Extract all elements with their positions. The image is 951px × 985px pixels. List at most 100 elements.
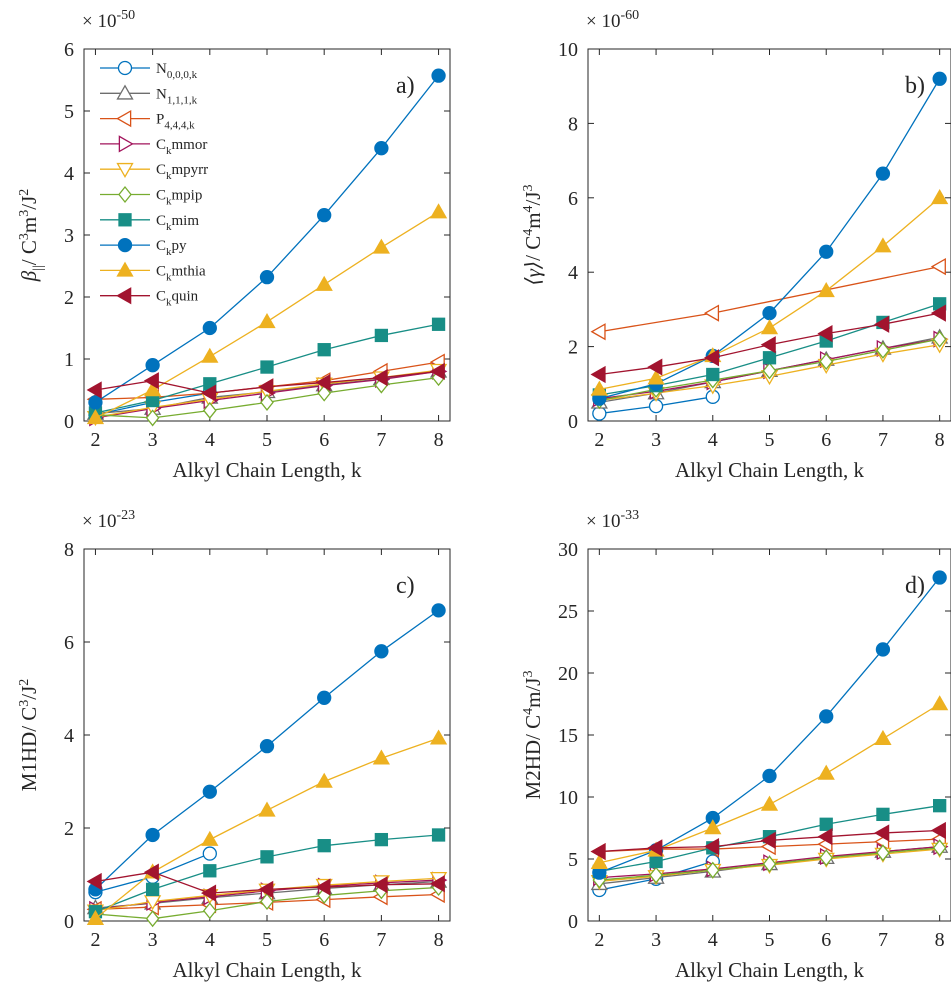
y-label-unit: m [17,217,41,233]
data-point [431,68,446,83]
y-tick-label: 0 [568,911,578,933]
data-point [819,244,834,259]
legend-label: P4,4,4,k [156,112,195,132]
y-tick-label: 8 [568,113,578,135]
data-point [86,909,105,925]
data-point [259,270,275,285]
y-label-symbol: β [17,270,41,282]
x-tick-label: 7 [878,929,888,951]
legend-label-subscript: 0,0,0,k [167,69,198,81]
legend-label-base: C [156,137,166,153]
data-point [258,312,276,329]
y-multiplier-exponent: -50 [116,8,135,23]
legend-label-base: C [156,162,166,178]
data-point [930,304,946,322]
legend-marker [116,287,132,305]
data-point [201,884,217,902]
legend-label-subscript: 4,4,4,k [164,120,195,132]
y-axis-label: ⟨γ⟩/ C4m4/J3 [521,184,545,285]
y-multiplier-base: × 10 [586,511,620,532]
data-point [875,166,891,181]
x-tick-label: 7 [376,929,386,951]
data-point [932,839,947,857]
legend-marker [117,237,133,253]
y-label-subscript: || [31,265,46,271]
data-point [259,739,275,754]
data-point [317,839,331,853]
data-point [590,380,608,396]
y-multiplier-base: × 10 [586,11,620,32]
y-label-unit: m [521,212,545,228]
data-point [374,832,389,847]
legend-label-subscript: k [166,145,172,157]
legend-label: Ckmpyrr [156,162,208,182]
data-point [202,846,217,861]
legend-label-base: C [156,213,166,229]
legend-label-subscript: k [166,221,172,233]
y-axis-label: M1HD/ C3/J2 [17,679,41,792]
x-axis-label: Alkyl Chain Length, k [675,958,864,982]
legend-marker [117,60,133,76]
y-multiplier: × 10-50 [82,8,135,32]
legend-label-tail: mpip [172,188,203,204]
data-point [647,369,665,385]
y-tick-label: 0 [64,411,74,433]
data-point [932,330,947,348]
y-label-unit: /J [17,686,41,700]
data-point [819,817,833,831]
y-label-power: 3 [17,700,32,707]
y-tick-label: 3 [64,225,74,247]
series-P444k [590,257,946,341]
y-tick-label: 10 [558,787,578,809]
data-point [933,799,947,813]
data-point [374,644,389,659]
series-Ckquin [86,362,445,402]
legend-label: Ckquin [156,289,199,309]
legend-label-base: C [156,188,166,204]
y-label-power: 2 [17,189,32,196]
legend-entry: Ckpy [100,237,187,258]
y-label-unit: /J [521,191,545,205]
legend-entry: N0,0,0,k [100,60,198,81]
data-point [762,305,777,321]
y-label-unit: M2HD/ C [521,715,545,800]
legend-marker [116,162,134,179]
legend-marker [118,213,132,227]
legend-entry: Ckmpyrr [100,162,208,182]
x-tick-label: 8 [935,929,945,951]
data-point [372,749,390,765]
data-point [819,849,834,867]
data-point [817,281,835,298]
data-point [202,902,217,920]
y-tick-label: 8 [64,539,74,561]
series-Ckpy [88,68,446,410]
data-point [874,315,890,333]
x-tick-label: 3 [148,429,158,451]
data-point [762,351,777,365]
y-tick-label: 10 [558,39,578,61]
x-tick-label: 8 [434,929,444,951]
y-tick-label: 20 [558,663,578,685]
data-point [145,910,160,928]
chart-panel: 2 3 4 5 6 7 8 0 5 10 15 20 25 30 × 10-33 Alkyl Chain Le… [521,508,951,982]
y-tick-label: 6 [64,632,74,654]
series-Ckquin [590,304,946,384]
x-tick-label: 6 [319,429,329,451]
data-point [874,237,892,253]
legend-marker [118,185,132,204]
data-point [260,360,274,374]
series-line [95,75,440,403]
data-point [590,853,608,869]
data-point [760,319,779,335]
data-point [260,393,274,411]
legend-label-tail: mpyrr [172,162,209,178]
data-point [202,784,217,799]
data-point [817,764,835,780]
data-point [704,819,722,835]
data-point [817,324,833,343]
x-tick-label: 2 [594,929,604,951]
legend-label: Ckpy [156,238,187,258]
legend-entry: Ckmthia [100,261,206,283]
y-multiplier: × 10-33 [586,508,639,532]
